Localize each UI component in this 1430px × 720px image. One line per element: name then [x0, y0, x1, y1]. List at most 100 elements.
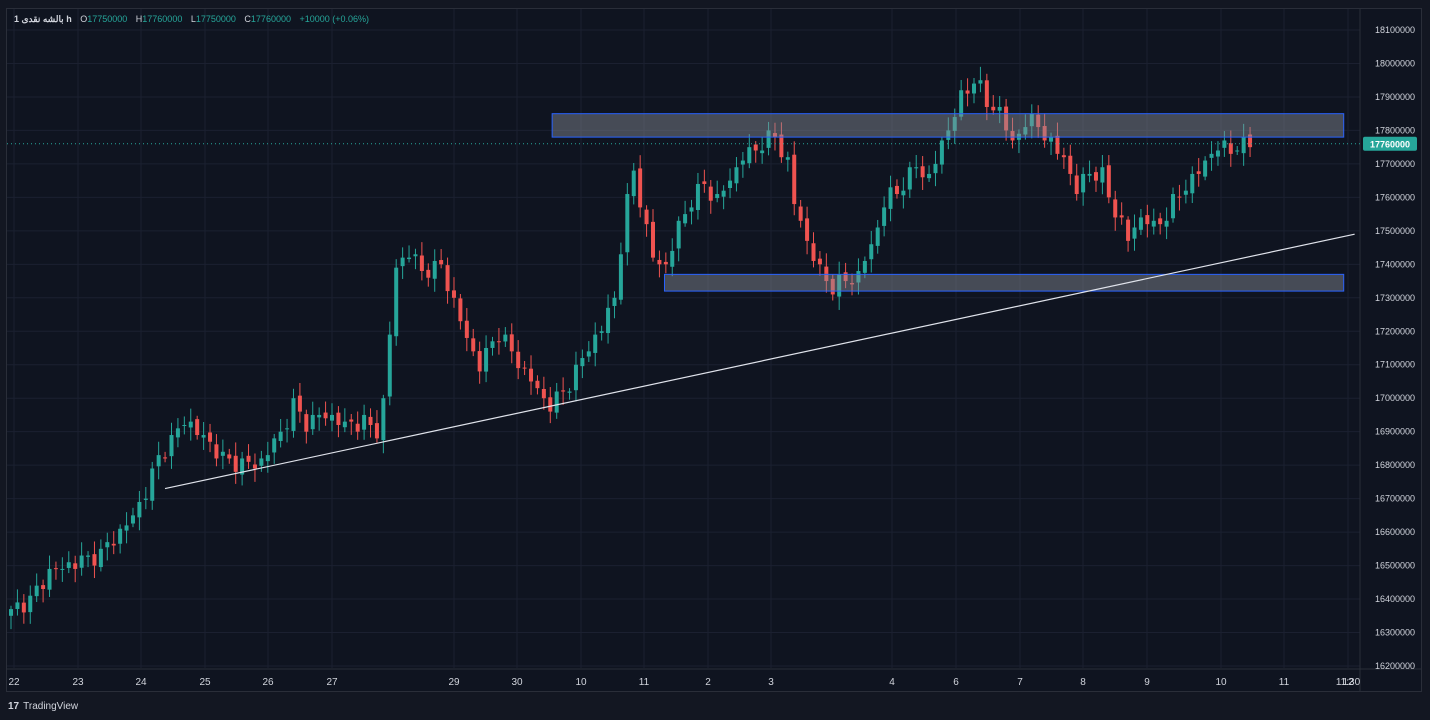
candle-body	[586, 351, 591, 357]
candle-body	[965, 90, 970, 94]
candle-body	[150, 468, 155, 501]
candle-body	[516, 351, 521, 369]
candle-body	[86, 555, 91, 557]
x-tick-label: 24	[135, 677, 147, 688]
candle-body	[1235, 150, 1240, 152]
candle-body	[1074, 175, 1079, 195]
candle-body	[740, 160, 745, 165]
candle-body	[663, 261, 668, 265]
candle-body	[368, 416, 373, 425]
x-tick-label: 25	[199, 677, 211, 688]
x-tick-label: 2	[705, 677, 711, 688]
candle-body	[1061, 155, 1066, 158]
candle-body	[1158, 218, 1163, 225]
candle-body	[920, 166, 925, 178]
x-tick-label: 12	[1342, 677, 1354, 688]
candle-body	[1119, 215, 1124, 218]
y-tick-label: 17900000	[1375, 92, 1415, 102]
candle-body	[708, 186, 713, 201]
candle-body	[946, 130, 951, 140]
candle-body	[869, 244, 874, 260]
candle-body	[362, 414, 367, 430]
x-tick-label: 11	[1279, 677, 1290, 688]
candle-body	[914, 167, 919, 169]
low-value: 17750000	[195, 14, 236, 24]
brand-name: TradingView	[23, 700, 79, 712]
candle-body	[66, 562, 71, 568]
candle-body	[34, 585, 39, 597]
candle-body	[464, 320, 469, 338]
candle-body	[1196, 171, 1201, 174]
candle-body	[606, 307, 611, 334]
candle-body	[599, 331, 604, 333]
x-tick-label: 11:30	[1336, 677, 1361, 688]
candle-body	[766, 130, 771, 148]
candle-body	[933, 163, 938, 174]
candle-body	[246, 455, 251, 462]
candle-body	[657, 259, 662, 265]
candle-body	[522, 367, 527, 369]
candle-body	[676, 220, 681, 249]
candle-body	[612, 297, 617, 306]
candle-body	[567, 391, 572, 393]
y-tick-label: 17800000	[1375, 125, 1415, 135]
close-value: 17760000	[250, 14, 291, 24]
candle-body	[233, 455, 238, 472]
zone-rectangle[interactable]	[551, 113, 1345, 138]
candle-body	[291, 398, 296, 431]
candle-body	[907, 167, 912, 190]
x-tick-label: 8	[1080, 677, 1086, 688]
candle-body	[381, 398, 386, 441]
candle-body	[894, 185, 899, 195]
candle-body	[991, 106, 996, 111]
candle-body	[111, 543, 116, 546]
candle-body	[952, 117, 957, 131]
candle-body	[349, 419, 354, 422]
candle-body	[901, 190, 906, 196]
trendline[interactable]	[164, 233, 1355, 490]
candle-body	[79, 555, 84, 568]
candle-body	[143, 498, 148, 500]
candle-body	[1023, 127, 1028, 135]
candle-body	[220, 451, 225, 456]
zone-rectangle[interactable]	[663, 273, 1345, 292]
candle-body	[21, 602, 26, 613]
y-tick-label: 16300000	[1375, 628, 1415, 638]
candle-body	[1113, 199, 1118, 218]
candle-body	[805, 218, 810, 241]
candle-body	[1241, 137, 1246, 154]
candle-body	[651, 221, 655, 258]
y-tick-label: 17300000	[1375, 293, 1415, 303]
candle-body	[811, 243, 816, 261]
y-tick-label: 17400000	[1375, 259, 1415, 269]
y-tick-label: 16500000	[1375, 561, 1415, 571]
candle-body	[625, 194, 630, 253]
candle-body	[1248, 134, 1253, 148]
candle-body	[541, 388, 546, 399]
candle-body	[695, 183, 700, 210]
y-tick-label: 16900000	[1375, 427, 1415, 437]
candle-body	[175, 428, 180, 438]
candle-body	[843, 272, 848, 282]
high-key: H	[135, 14, 143, 24]
candle-body	[882, 207, 887, 226]
candle-body	[1068, 155, 1073, 174]
candle-body	[394, 267, 399, 337]
candle-body	[1004, 106, 1009, 131]
candle-body	[792, 154, 797, 205]
candle-body	[702, 181, 707, 184]
candle-body	[1209, 153, 1214, 158]
candle-body	[419, 255, 424, 272]
candle-body	[779, 134, 784, 158]
footer-brand[interactable]: 17 TradingView	[8, 699, 78, 713]
candle-body	[856, 271, 861, 283]
x-tick-label: 3	[768, 677, 774, 688]
candle-body	[484, 348, 489, 372]
candle-body	[1183, 190, 1188, 195]
open-value: 17750000	[87, 14, 128, 24]
candle-body	[330, 414, 334, 421]
candle-body	[41, 585, 46, 590]
candle-body	[1055, 135, 1060, 154]
candle-body	[60, 568, 65, 570]
